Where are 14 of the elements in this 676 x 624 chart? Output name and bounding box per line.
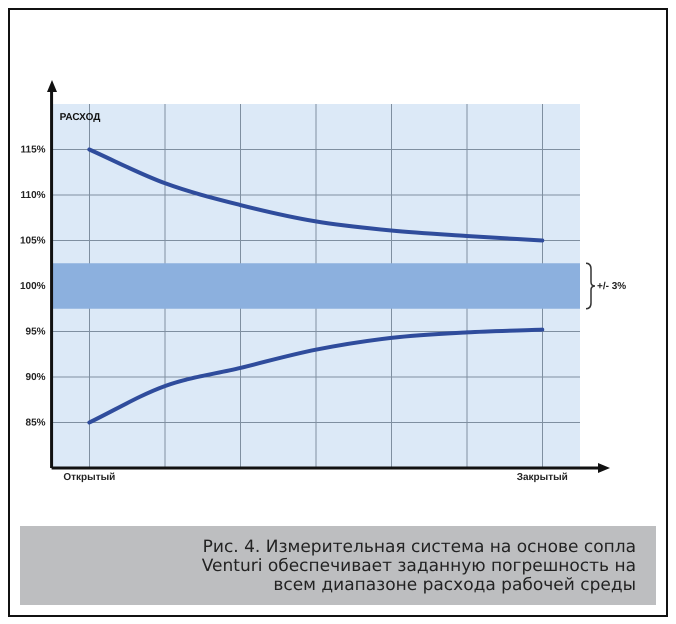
y-tick-label: 115% bbox=[20, 144, 46, 156]
line-series bbox=[87, 328, 544, 424]
y-tick-label: 95% bbox=[26, 326, 46, 338]
band-label: +/- 3% bbox=[597, 280, 626, 292]
y-tick-label: 85% bbox=[26, 417, 46, 428]
x-tick-label: Закрытый bbox=[516, 472, 568, 483]
x-tick-label: Открытый bbox=[63, 472, 116, 483]
y-axis-title: РАСХОД bbox=[60, 112, 100, 123]
y-tick-label: 105% bbox=[20, 235, 46, 246]
line-series bbox=[87, 148, 544, 242]
y-tick-label: 100% bbox=[20, 280, 46, 292]
y-tick-label: 110% bbox=[20, 190, 46, 201]
y-tick-label: 90% bbox=[26, 372, 46, 383]
text: Рис. 4. Измерительная система на основе сопла Venturi обеспечивает заданную погрешность на всем диапазоне расхода рабочей среды bbox=[20, 526, 656, 605]
